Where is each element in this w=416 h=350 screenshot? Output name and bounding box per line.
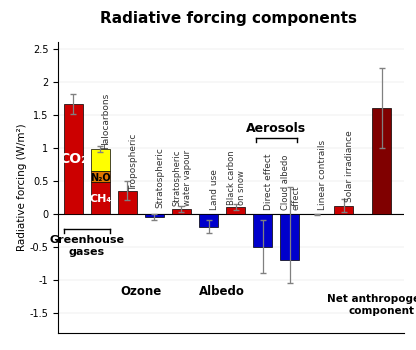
Text: Cloud albedo
effect: Cloud albedo effect: [281, 155, 300, 210]
Text: Radiative forcing components: Radiative forcing components: [100, 10, 357, 26]
Bar: [172, 209, 191, 214]
Bar: [199, 214, 218, 227]
Text: Aerosols: Aerosols: [246, 122, 306, 135]
Bar: [280, 214, 299, 260]
Text: Solar irradiance: Solar irradiance: [345, 130, 354, 202]
Text: N₂O: N₂O: [90, 173, 111, 183]
Text: Greenhouse
gases: Greenhouse gases: [49, 236, 124, 257]
Bar: [334, 206, 354, 214]
Bar: [91, 149, 110, 172]
Bar: [64, 104, 83, 214]
Bar: [118, 190, 137, 214]
Text: Black carbon
on snow: Black carbon on snow: [226, 150, 246, 205]
Text: Net anthropogenic
component: Net anthropogenic component: [327, 294, 416, 316]
Bar: [91, 182, 110, 214]
Bar: [145, 214, 164, 217]
Bar: [91, 172, 110, 182]
Text: Stratospheric: Stratospheric: [156, 147, 165, 208]
Text: Tropospheric: Tropospheric: [129, 133, 138, 190]
Text: CO₂: CO₂: [59, 152, 87, 166]
Text: Stratospheric
water vapour: Stratospheric water vapour: [172, 149, 192, 206]
Text: Halocarbons: Halocarbons: [102, 93, 111, 149]
Text: CH₄: CH₄: [89, 194, 111, 204]
Bar: [226, 207, 245, 214]
Text: Land use: Land use: [210, 169, 219, 210]
Text: Albedo: Albedo: [199, 285, 245, 298]
Text: Linear contrails: Linear contrails: [318, 140, 327, 210]
Bar: [253, 214, 272, 247]
Text: Ozone: Ozone: [120, 285, 161, 298]
Text: Direct effect: Direct effect: [264, 154, 273, 210]
Y-axis label: Radiative forcing (W/m²): Radiative forcing (W/m²): [17, 124, 27, 251]
Bar: [372, 108, 391, 214]
